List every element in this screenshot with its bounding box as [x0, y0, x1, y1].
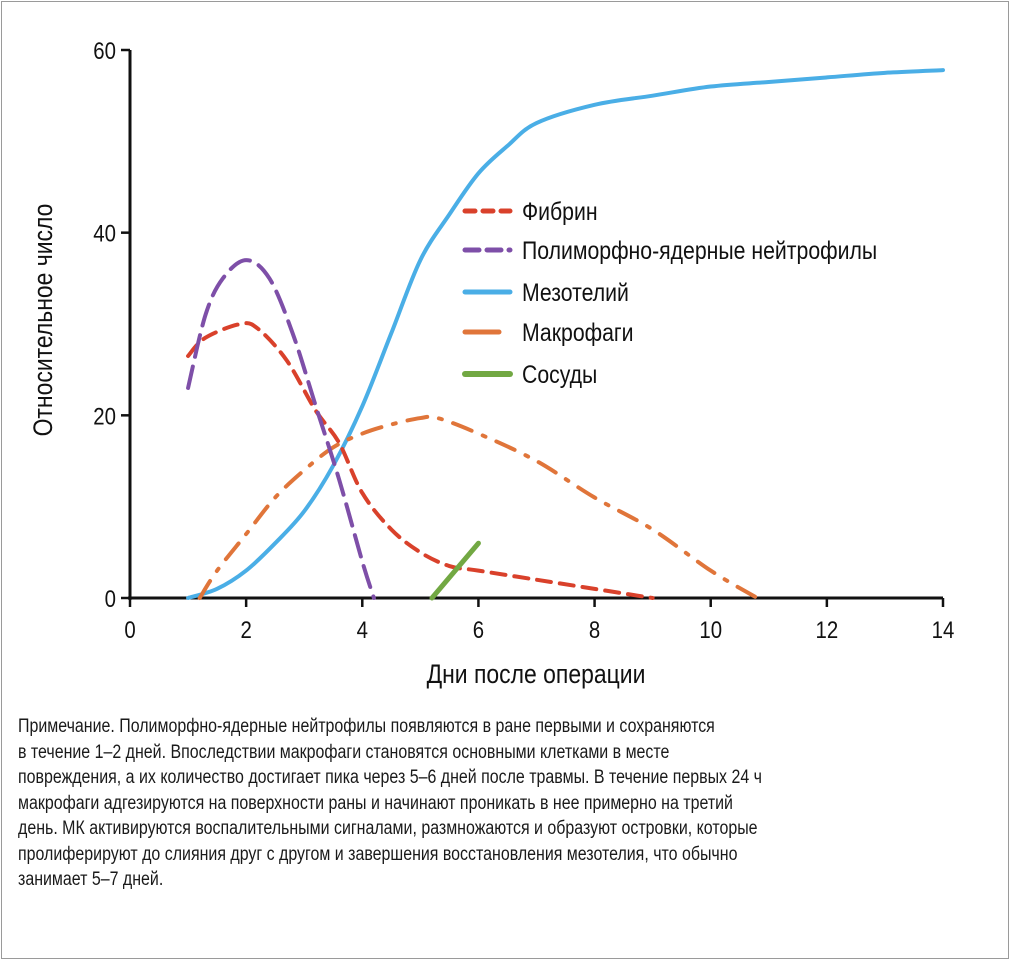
x-tick-label: 12 [816, 616, 839, 643]
series-line-2 [186, 68, 945, 600]
series-line-3 [197, 414, 760, 600]
y-tick-label: 40 [93, 220, 116, 247]
legend-label: Фибрин [522, 197, 598, 225]
x-tick-label: 2 [240, 616, 251, 643]
legend-label: Полиморфно-ядерные нейтрофилы [522, 236, 877, 264]
series-line-1 [186, 258, 376, 600]
caption-line: макрофаги адгезируются на поверхности ра… [18, 792, 733, 814]
caption-line: в течение 1–2 дней. Впоследствии макрофа… [18, 741, 670, 763]
x-tick-label: 10 [699, 616, 722, 643]
line-chart: 0 20 40 60 0 2 4 6 8 10 12 14 Дни после операции Отно… [28, 37, 955, 689]
legend-label: Макрофаги [522, 318, 634, 346]
legend-label: Мезотелий [522, 278, 629, 306]
y-axis-label: Относительное число [28, 204, 58, 437]
series-line-0 [186, 321, 655, 600]
y-tick-label: 20 [93, 403, 116, 430]
series-line-4 [429, 540, 481, 601]
x-tick-label: 4 [357, 616, 368, 643]
x-axis-label: Дни после операции [427, 659, 646, 689]
x-tick-label: 6 [473, 616, 484, 643]
y-tick-label: 0 [105, 585, 116, 612]
caption-line: Примечание. Полиморфно-ядерные нейтрофил… [18, 716, 715, 737]
caption-line: пролиферируют до слияния друг с другом и… [18, 843, 738, 865]
caption-line: занимает 5–7 дней. [18, 869, 164, 890]
y-tick-label: 60 [93, 37, 116, 64]
figure-caption: Примечание. Полиморфно-ядерные нейтрофил… [18, 714, 942, 893]
caption-line: день. МК активируются воспалительными си… [18, 818, 758, 839]
x-tick-label: 0 [124, 616, 135, 643]
caption-line: повреждения, а их количество достигает п… [18, 767, 762, 788]
x-tick-label: 8 [589, 616, 600, 643]
x-tick-label: 14 [932, 616, 955, 643]
legend-label: Сосуды [522, 360, 597, 388]
